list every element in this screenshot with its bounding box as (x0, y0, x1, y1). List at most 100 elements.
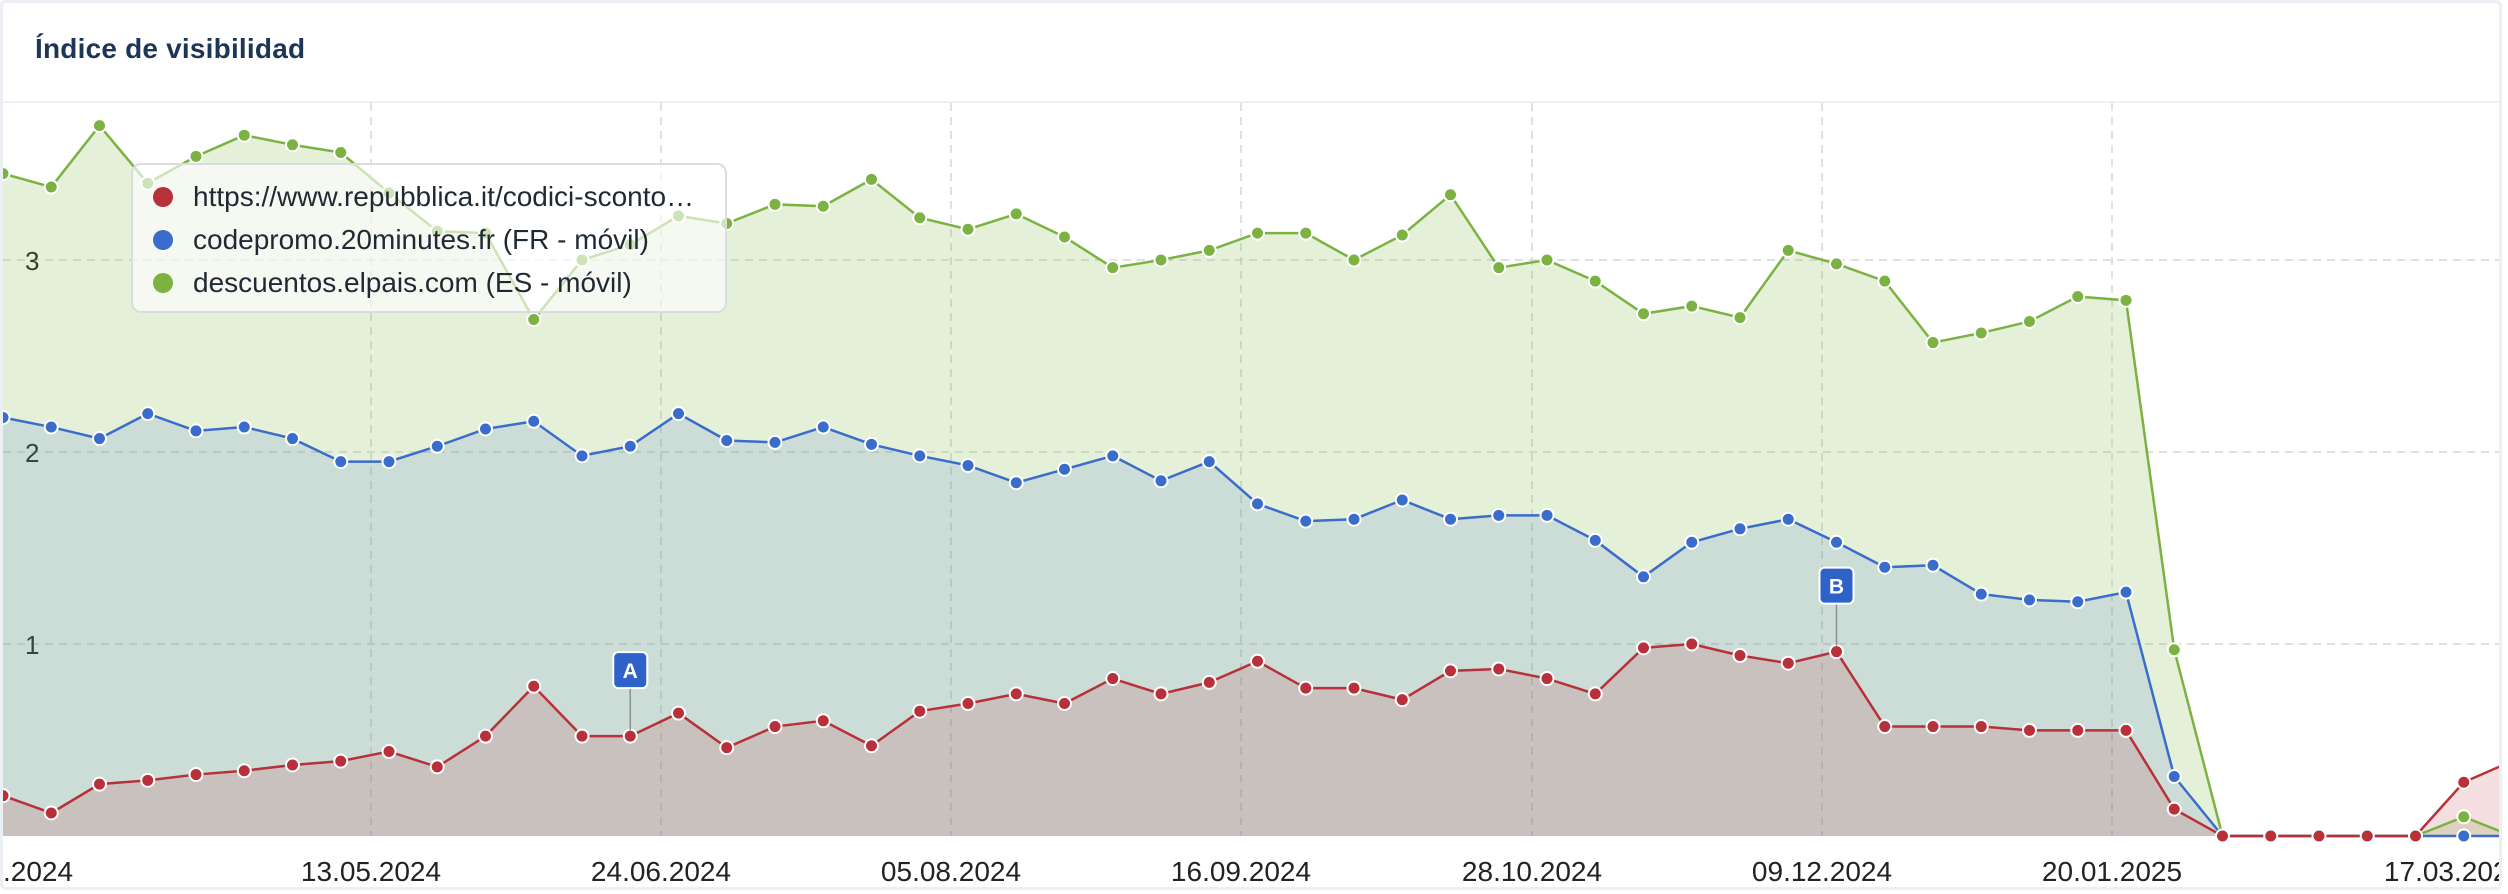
series-1-point-15 (719, 432, 735, 448)
series-2-point-22 (1057, 229, 1072, 245)
series-1-point-43 (2070, 594, 2086, 610)
series-0-point-2 (92, 776, 107, 792)
series-0-point-7 (333, 753, 349, 769)
series-1-point-30 (1443, 511, 1458, 527)
series-0-point-11 (526, 678, 542, 694)
series-0-point-23 (1105, 671, 1121, 687)
legend-marker-elpais (153, 273, 173, 293)
series-2-point-17 (815, 198, 831, 214)
series-2-point-51 (2456, 809, 2472, 825)
series-0-point-18 (864, 738, 879, 754)
series-1-point-45 (2166, 768, 2182, 784)
series-1-point-8 (381, 454, 397, 470)
series-0-point-34 (1636, 640, 1651, 656)
series-2-point-36 (1732, 310, 1748, 326)
series-0-point-12 (574, 728, 590, 744)
series-1-point-24 (1153, 473, 1169, 489)
series-2-point-31 (1491, 260, 1507, 276)
series-1-point-20 (960, 457, 976, 473)
series-2-point-4 (188, 148, 204, 164)
legend-label-20minutes: codepromo.20minutes.fr (FR - móvil) (193, 224, 649, 255)
series-1-point-0 (3, 409, 11, 425)
header-divider (3, 101, 2499, 103)
series-1-point-23 (1105, 448, 1121, 464)
series-0-point-26 (1250, 653, 1265, 669)
series-1-point-29 (1394, 492, 1410, 508)
legend-label-repubblica: https://www.repubblica.it/codici-sconto… (193, 181, 695, 212)
annotation-label-A: A (623, 660, 638, 683)
series-2-point-26 (1250, 225, 1265, 241)
series-2-point-23 (1105, 260, 1121, 276)
series-0-point-17 (815, 713, 831, 729)
series-0-point-37 (1780, 655, 1796, 671)
series-0-point-25 (1201, 674, 1217, 690)
series-0-point-4 (188, 767, 204, 783)
series-1-point-35 (1684, 534, 1700, 550)
series-2-point-16 (767, 196, 783, 212)
series-0-point-20 (960, 696, 976, 712)
x-tick-label-2: 24.06.2024 (591, 856, 731, 887)
series-1-point-22 (1057, 461, 1072, 477)
series-2-point-45 (2166, 642, 2182, 658)
chart-legend: https://www.repubblica.it/codici-sconto…… (131, 163, 727, 313)
annotation-flag-A (612, 651, 649, 690)
series-2-point-25 (1201, 242, 1217, 258)
series-0-point-8 (381, 744, 397, 760)
series-2-point-24 (1153, 252, 1169, 268)
y-tick-label-3: 3 (25, 246, 39, 276)
legend-item-20minutes[interactable]: codepromo.20minutes.fr (FR - móvil) (153, 220, 649, 260)
series-1-point-25 (1201, 454, 1217, 470)
series-0-point-48 (2311, 828, 2327, 842)
series-1-point-38 (1829, 534, 1844, 550)
series-1-point-32 (1539, 507, 1555, 523)
series-0-point-1 (43, 805, 59, 821)
series-1-point-33 (1587, 532, 1603, 548)
series-1-point-4 (188, 423, 204, 439)
legend-marker-repubblica (153, 187, 173, 207)
series-2-point-42 (2022, 313, 2037, 329)
series-1-point-12 (574, 448, 590, 464)
series-0-point-31 (1491, 661, 1507, 677)
series-0-point-16 (767, 719, 783, 735)
series-0-point-41 (1973, 719, 1989, 735)
series-2-point-38 (1829, 256, 1844, 272)
series-1-point-34 (1636, 569, 1651, 585)
series-2-point-40 (1925, 335, 1941, 351)
series-2-point-11 (526, 312, 542, 328)
x-tick-label-5: 28.10.2024 (1462, 856, 1602, 887)
series-1-point-1 (43, 419, 59, 435)
series-0-point-13 (622, 728, 638, 744)
series-1-point-40 (1925, 557, 1941, 573)
series-2-point-44 (2118, 292, 2134, 308)
x-tick-label-8: 17.03.2025 (2384, 856, 2502, 887)
annotation-flag-B (1818, 566, 1855, 605)
legend-item-elpais[interactable]: descuentos.elpais.com (ES - móvil) (153, 263, 632, 303)
series-2-point-32 (1539, 252, 1555, 268)
legend-item-repubblica[interactable]: https://www.repubblica.it/codici-sconto… (153, 177, 694, 217)
series-2-point-33 (1587, 273, 1603, 289)
series-0-point-45 (2166, 801, 2182, 817)
series-2-point-30 (1443, 187, 1458, 203)
series-0-point-50 (2408, 828, 2423, 842)
x-tick-label-0: 03.03.2024 (3, 856, 73, 887)
series-0-point-49 (2359, 828, 2375, 842)
series-2-point-39 (1877, 273, 1893, 289)
series-1-point-3 (140, 406, 156, 422)
series-1-point-14 (671, 406, 686, 422)
series-1-point-51 (2456, 828, 2472, 842)
series-0-point-21 (1008, 686, 1024, 702)
series-0-point-10 (478, 728, 493, 744)
series-1-point-5 (236, 419, 252, 435)
series-2-point-41 (1973, 325, 1989, 341)
series-1-point-26 (1250, 496, 1265, 512)
series-2-point-19 (912, 210, 928, 226)
series-0-point-38 (1829, 644, 1844, 660)
series-1-point-28 (1346, 511, 1362, 527)
series-2-point-37 (1780, 242, 1796, 258)
series-0-point-33 (1587, 686, 1603, 702)
series-0-point-28 (1346, 680, 1362, 696)
series-2-point-27 (1298, 225, 1314, 241)
series-1-point-19 (912, 448, 928, 464)
series-2-point-28 (1346, 252, 1362, 268)
series-1-point-13 (622, 438, 638, 454)
